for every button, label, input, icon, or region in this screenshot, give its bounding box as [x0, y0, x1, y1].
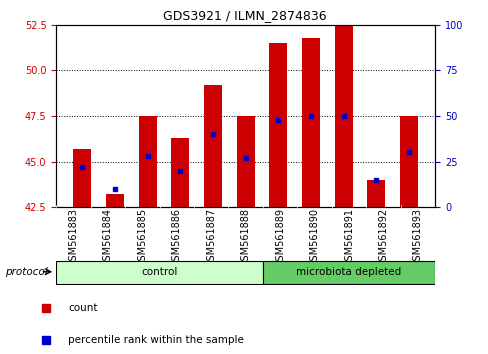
Text: GSM561892: GSM561892	[378, 208, 388, 267]
Bar	[269, 43, 287, 207]
Bar	[302, 38, 319, 207]
Bar	[334, 25, 352, 207]
Bar	[203, 85, 222, 207]
Bar	[399, 116, 417, 207]
Bar	[56, 261, 263, 284]
Bar	[139, 116, 157, 207]
Text: GSM561885: GSM561885	[137, 208, 147, 267]
Text: percentile rank within the sample: percentile rank within the sample	[68, 335, 244, 345]
Text: GSM561893: GSM561893	[412, 208, 422, 267]
Text: GSM561886: GSM561886	[171, 208, 182, 267]
Bar	[106, 194, 124, 207]
Text: control: control	[141, 267, 178, 277]
Text: microbiota depleted: microbiota depleted	[296, 267, 401, 277]
Text: GSM561889: GSM561889	[275, 208, 285, 267]
Text: GDS3921 / ILMN_2874836: GDS3921 / ILMN_2874836	[163, 9, 325, 22]
Bar	[366, 180, 385, 207]
Text: GSM561891: GSM561891	[344, 208, 353, 267]
Text: GSM561890: GSM561890	[309, 208, 319, 267]
Text: GSM561884: GSM561884	[102, 208, 113, 267]
Text: GSM561887: GSM561887	[206, 208, 216, 267]
Text: count: count	[68, 303, 98, 313]
Text: GSM561883: GSM561883	[68, 208, 78, 267]
Text: protocol: protocol	[5, 267, 47, 277]
Bar	[171, 138, 189, 207]
Bar	[236, 116, 254, 207]
Bar	[263, 261, 434, 284]
Bar	[73, 149, 91, 207]
Text: GSM561888: GSM561888	[240, 208, 250, 267]
